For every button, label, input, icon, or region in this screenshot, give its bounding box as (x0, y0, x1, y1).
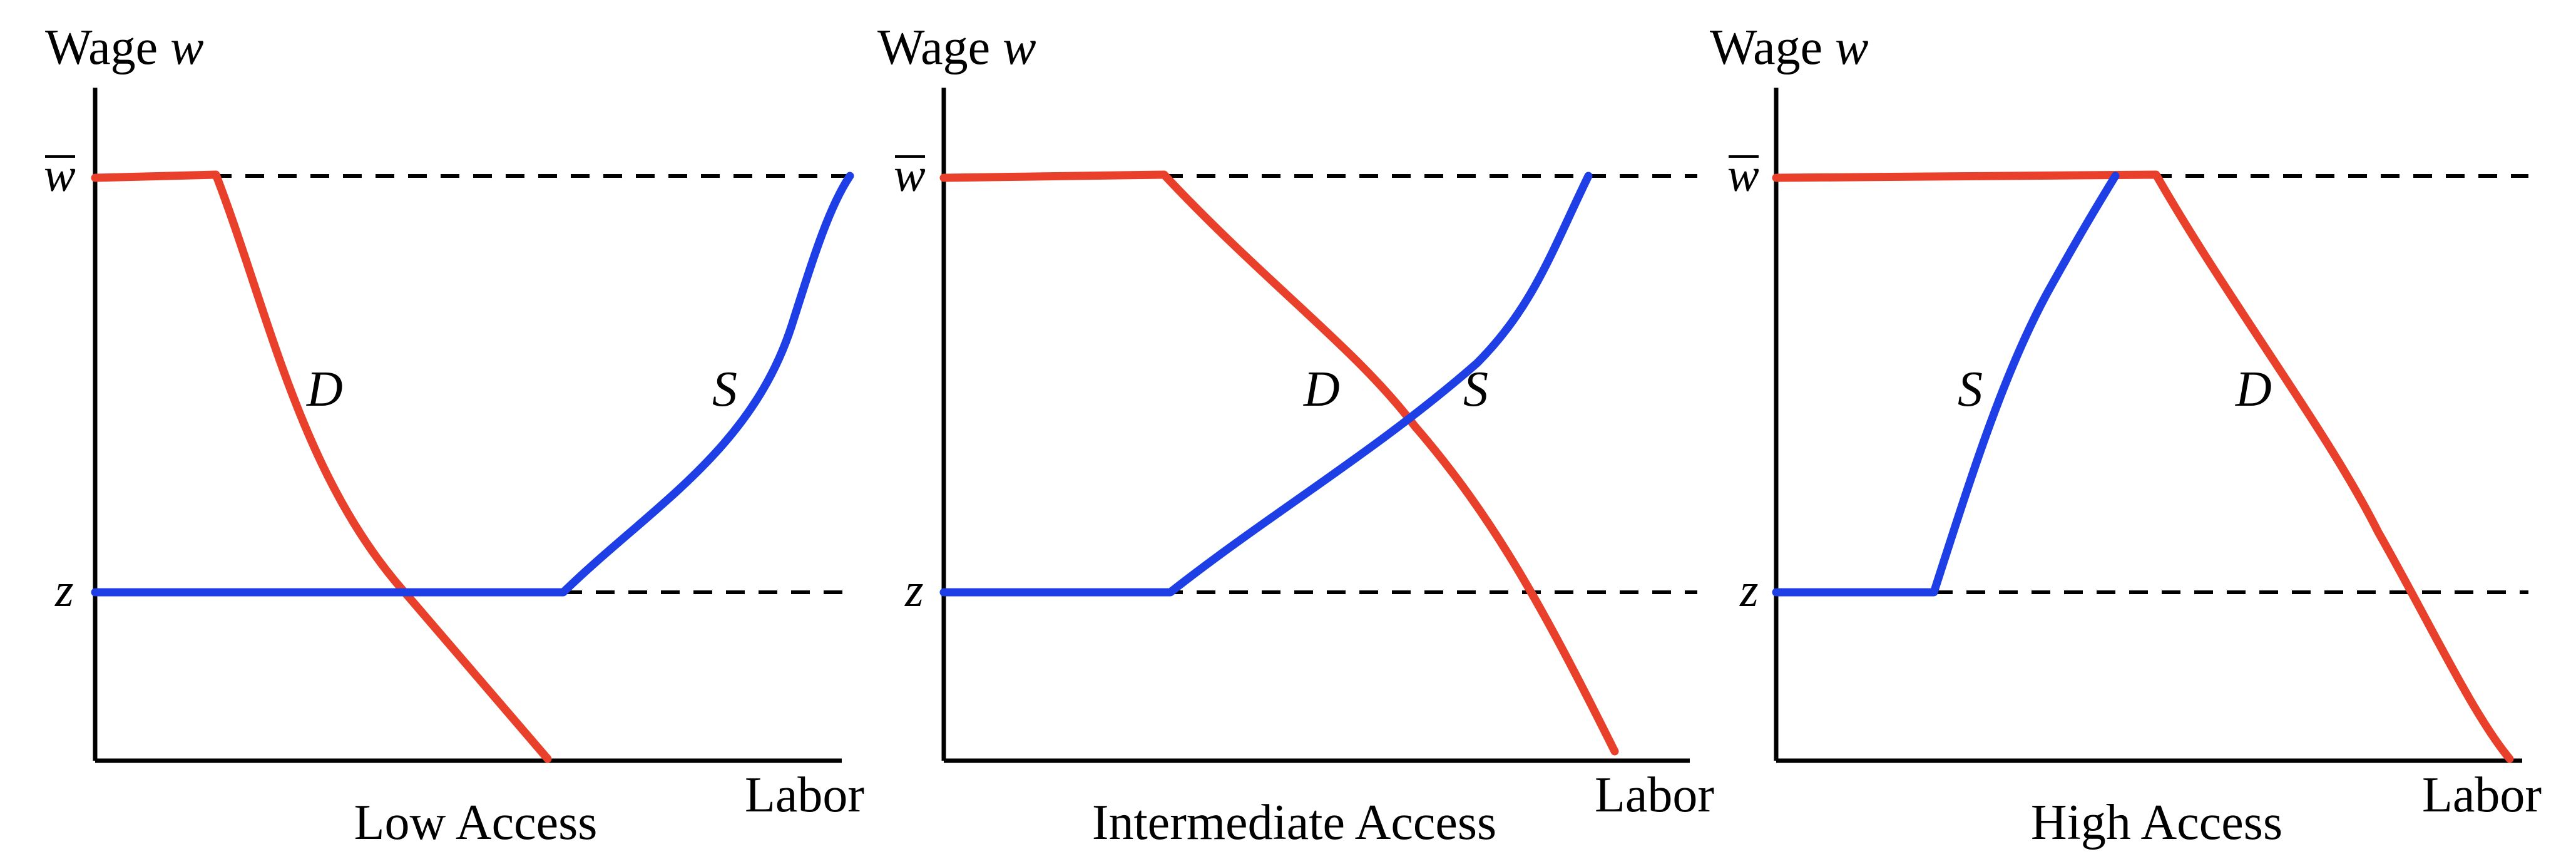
y-axis-label: Wage w (877, 20, 1036, 75)
y-axis-label: Wage w (1710, 20, 1868, 75)
supply-label: S (1958, 362, 1983, 417)
supply-curve (1772, 172, 2120, 597)
wbar-tick-label: w (1727, 149, 1759, 202)
demand-label: D (1303, 362, 1340, 417)
z-tick-label: z (1739, 564, 1759, 617)
demand-curve (939, 170, 1619, 756)
demand-label: D (2235, 362, 2272, 417)
z-tick-label: z (904, 564, 924, 617)
supply-curve (91, 172, 854, 597)
x-axis-label: Labor (2422, 768, 2542, 823)
wbar-tick-label: w (894, 149, 926, 202)
panel-title: Intermediate Access (1092, 795, 1496, 850)
x-axis-label: Labor (1595, 768, 1714, 823)
panel-intermediate-access: Wage w w z D S Labor Intermediate Access (877, 20, 1714, 850)
panel-high-access: Wage w w z S D Labor High Access (1710, 20, 2542, 850)
panel-title: High Access (2031, 795, 2282, 850)
x-axis-label: Labor (745, 768, 864, 823)
wbar-tick-label: w (44, 149, 76, 202)
supply-label: S (712, 362, 737, 417)
y-axis-label: Wage w (45, 20, 203, 75)
panel-low-access: Wage w w z D S Labor Low Access (44, 20, 864, 850)
supply-label: S (1463, 362, 1488, 417)
z-tick-label: z (54, 564, 74, 617)
demand-curve (1772, 170, 2514, 763)
supply-curve (939, 172, 1593, 597)
panel-title: Low Access (354, 795, 598, 850)
demand-curve (91, 170, 552, 763)
demand-label: D (306, 362, 343, 417)
